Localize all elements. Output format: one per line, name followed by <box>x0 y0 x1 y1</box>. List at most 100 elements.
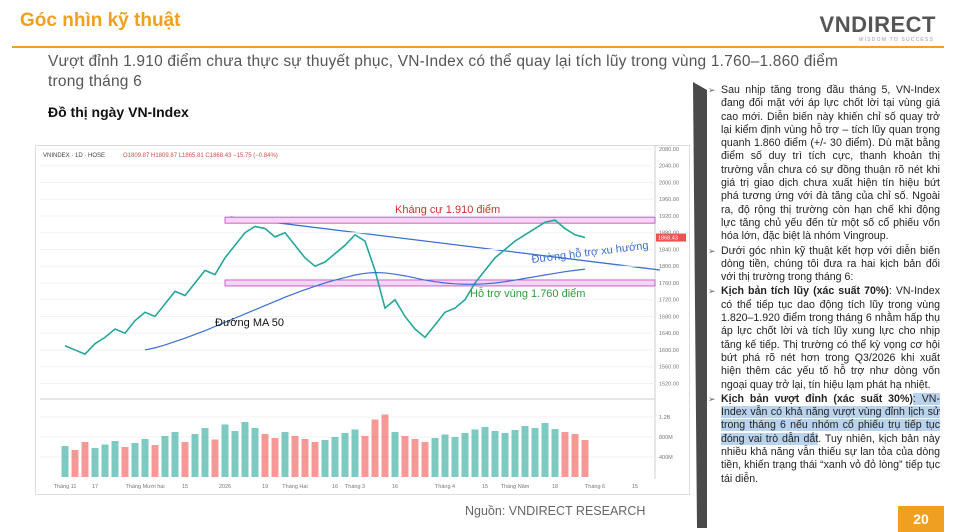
series-line <box>144 268 586 351</box>
x-tick-label: 16 <box>392 484 398 490</box>
x-tick-label: Tháng Hai <box>282 484 307 490</box>
volume-bar <box>191 434 199 477</box>
volume-bar <box>131 443 139 477</box>
volume-bar <box>421 442 429 477</box>
source: Nguồn: VNDIRECT RESEARCH <box>465 504 646 518</box>
y-tick-label: 1.2B <box>659 415 671 421</box>
volume-bar <box>171 432 179 477</box>
last-price-badge <box>656 233 686 242</box>
y-tick-label: 1600.00 <box>659 348 679 354</box>
x-tick-label: 18 <box>552 484 558 490</box>
volume-bar <box>101 444 109 477</box>
volume-bar <box>511 430 519 477</box>
volume-bar <box>231 431 239 477</box>
bullet-text: Sau nhịp tăng trong đầu tháng 5, VN-Inde… <box>721 84 940 243</box>
divider-wedge <box>693 82 707 528</box>
y-tick-label: 1560.00 <box>659 365 679 371</box>
logo: VNDIRECT <box>819 12 936 37</box>
volume-bar <box>441 434 449 477</box>
x-tick-label: Tháng 4 <box>435 484 455 490</box>
bullet-text: Kịch bản vượt đỉnh (xác suất 30%) <box>721 392 913 405</box>
volume-bar <box>241 422 249 477</box>
volume-bar <box>531 428 539 477</box>
volume-bar <box>391 432 399 477</box>
bullet-text: Kịch bản tích lũy (xác suất 70%) <box>721 285 889 298</box>
volume-bar <box>71 450 79 477</box>
volume-bar <box>401 436 409 477</box>
logo-tagline: WISDOM TO SUCCESS <box>858 37 934 43</box>
volume-bar <box>91 448 99 477</box>
page-number: 20 <box>898 506 944 532</box>
y-tick-label: 1680.00 <box>659 314 679 320</box>
volume-bar <box>321 440 329 477</box>
volume-bar <box>431 438 439 477</box>
annotation: Kháng cự 1.910 điểm <box>395 204 500 216</box>
chart-symbol: VNINDEX · 1D · HOSE <box>43 153 105 159</box>
x-tick-label: Tháng 11 <box>54 484 77 490</box>
volume-bar <box>541 423 549 477</box>
x-tick-label: Tháng 6 <box>585 484 605 490</box>
volume-bar <box>261 434 269 477</box>
subtitle: Vượt đỉnh 1.910 điểm chưa thực sự thuyết… <box>48 53 839 90</box>
x-tick-label: Tháng Mười hai <box>125 484 164 490</box>
volume-bar <box>61 446 69 477</box>
volume-bar <box>381 414 389 477</box>
y-tick-label: 800M <box>659 435 673 441</box>
bullet-list: Sau nhịp tăng trong đầu tháng 5, VN-Inde… <box>708 84 940 487</box>
chart: VNINDEX · 1D · HOSE O1809.87 H1809.87 L1… <box>35 145 690 495</box>
bullet-text: Dưới góc nhìn kỹ thuật kết hợp với diễn … <box>721 244 940 284</box>
resistance-band <box>224 216 656 224</box>
volume-bar <box>471 429 479 477</box>
x-tick-label: 16 <box>332 484 338 490</box>
bullet: Kịch bản vượt đỉnh (xác suất 30%): VN-In… <box>708 392 940 486</box>
y-tick-label: 1840.00 <box>659 247 679 253</box>
y-tick-label: 2000.00 <box>659 180 679 186</box>
y-tick-label: 400M <box>659 455 673 461</box>
y-tick-label: 1520.00 <box>659 381 679 387</box>
volume-bar <box>351 429 359 477</box>
volume-bar <box>451 437 459 477</box>
volume-bar <box>551 429 559 477</box>
volume-bar <box>81 442 89 477</box>
volume-bar <box>201 428 209 477</box>
bullet-text: : VN-Index có thể tiếp tục dao động tích… <box>721 285 940 391</box>
y-tick-label: 1760.00 <box>659 281 679 287</box>
x-tick-label: 17 <box>92 484 98 490</box>
series-line <box>64 219 586 356</box>
x-tick-label: 15 <box>182 484 188 490</box>
y-tick-label: 2080.00 <box>659 147 679 153</box>
x-tick-label: 15 <box>482 484 488 490</box>
trend-line <box>229 216 661 271</box>
volume-bar <box>581 440 589 477</box>
bullet: Sau nhịp tăng trong đầu tháng 5, VN-Inde… <box>708 84 940 244</box>
wedge <box>693 82 707 528</box>
volume-bar <box>371 419 379 477</box>
y-tick-label: 1920.00 <box>659 214 679 220</box>
volume-bar <box>291 436 299 477</box>
header-rule <box>12 46 944 48</box>
volume-bar <box>311 442 319 477</box>
volume-bar <box>161 436 169 477</box>
volume-bar <box>111 441 119 477</box>
volume-bar <box>341 433 349 477</box>
x-tick-label: Tháng Năm <box>501 484 530 490</box>
y-tick-label: 1720.00 <box>659 298 679 304</box>
volume-bar <box>221 424 229 477</box>
volume-bar <box>501 433 509 477</box>
volume-bar <box>491 431 499 477</box>
x-tick-label: 19 <box>262 484 268 490</box>
x-tick-label: Tháng 3 <box>345 484 365 490</box>
volume-bar <box>361 436 369 477</box>
volume-bar <box>301 439 309 477</box>
last-price-label: 1868.43 <box>658 236 678 242</box>
bullet: Kịch bản tích lũy (xác suất 70%): VN-Ind… <box>708 285 940 391</box>
volume-bar <box>141 439 149 477</box>
volume-bar <box>481 427 489 477</box>
support-band <box>224 279 656 287</box>
volume-bar <box>571 434 579 477</box>
bullet-text: . Tuy nhiên, kịch bản này nhiều khả năng… <box>721 432 940 485</box>
volume-bar <box>121 447 129 477</box>
chart-ohlc: O1809.87 H1809.87 L1865.81 C1868.43 −15.… <box>123 153 278 159</box>
x-tick-label: 15 <box>632 484 638 490</box>
